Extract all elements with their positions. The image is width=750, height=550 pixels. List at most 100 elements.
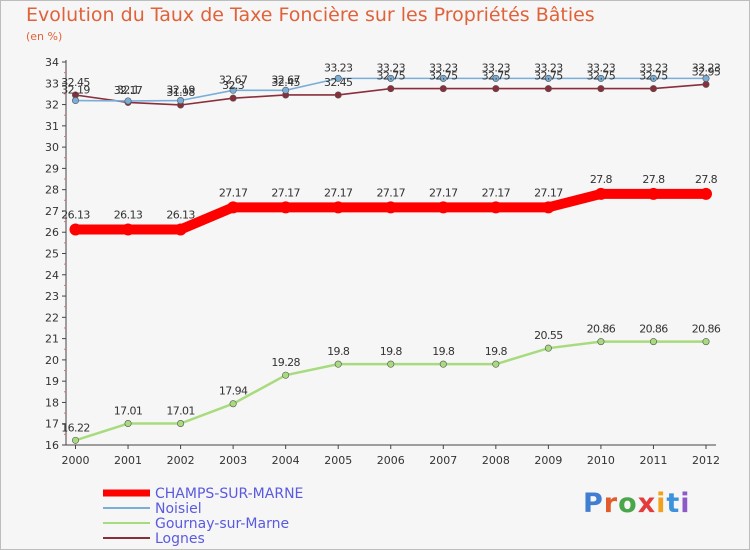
- data-label-champs-sur-marne: 27.17: [377, 186, 406, 199]
- y-tick-label: 20: [45, 354, 59, 367]
- data-label-gournay-sur-marne: 19.8: [432, 345, 455, 358]
- data-label-noisiel: 32.67: [219, 73, 248, 86]
- data-point-gournay-sur-marne: [492, 360, 500, 368]
- data-label-lognes: 32.75: [429, 70, 458, 83]
- data-point-gournay-sur-marne: [124, 420, 132, 428]
- data-label-champs-sur-marne: 27.17: [324, 186, 353, 199]
- x-tick-label: 2004: [272, 454, 300, 467]
- legend-label-champs-sur-marne: CHAMPS-SUR-MARNE: [155, 486, 303, 502]
- y-tick-label: 34: [45, 56, 59, 69]
- x-tick-label: 2002: [167, 454, 195, 467]
- data-label-champs-sur-marne: 26.13: [114, 208, 143, 221]
- logo-letter: x: [637, 488, 657, 519]
- y-tick-label: 19: [45, 375, 59, 388]
- data-point-lognes: [544, 85, 552, 93]
- data-label-gournay-sur-marne: 17.01: [166, 405, 195, 418]
- data-label-gournay-sur-marne: 20.86: [639, 323, 668, 336]
- data-point-champs-sur-marne: [332, 201, 345, 214]
- y-tick-label: 33: [45, 77, 59, 90]
- data-point-champs-sur-marne: [384, 201, 397, 214]
- data-label-lognes: 32.3: [222, 79, 245, 92]
- data-label-gournay-sur-marne: 16.22: [61, 421, 90, 434]
- x-tick-label: 2007: [429, 454, 457, 467]
- data-point-noisiel: [229, 86, 237, 94]
- data-point-noisiel: [282, 86, 290, 94]
- data-label-noisiel: 33.23: [429, 61, 458, 74]
- data-point-lognes: [492, 85, 500, 93]
- legend-label-gournay-sur-marne: Gournay-sur-Marne: [155, 516, 289, 532]
- proxiti-logo: Proxiti: [583, 488, 691, 519]
- data-point-lognes: [439, 85, 447, 93]
- data-point-gournay-sur-marne: [229, 400, 237, 408]
- data-label-champs-sur-marne: 27.17: [271, 186, 300, 199]
- data-point-gournay-sur-marne: [177, 420, 185, 428]
- data-point-champs-sur-marne: [700, 187, 712, 200]
- data-point-champs-sur-marne: [594, 187, 607, 200]
- y-tick-label: 31: [45, 120, 59, 133]
- data-label-lognes: 32.95: [692, 65, 721, 78]
- y-tick-label: 30: [45, 141, 59, 154]
- data-label-lognes: 32.75: [587, 70, 616, 83]
- data-label-lognes: 32.45: [324, 76, 353, 89]
- data-label-champs-sur-marne: 27.17: [534, 186, 563, 199]
- data-point-champs-sur-marne: [279, 201, 292, 214]
- data-label-lognes: 32.75: [482, 70, 511, 83]
- data-label-gournay-sur-marne: 17.01: [114, 405, 143, 418]
- data-label-champs-sur-marne: 26.13: [166, 208, 195, 221]
- data-label-gournay-sur-marne: 19.28: [271, 356, 300, 369]
- x-tick-label: 2006: [377, 454, 405, 467]
- data-label-noisiel: 33.23: [692, 61, 721, 74]
- legend-label-noisiel: Noisiel: [155, 501, 202, 517]
- data-label-gournay-sur-marne: 17.94: [219, 385, 248, 398]
- data-label-noisiel: 33.23: [324, 61, 353, 74]
- y-tick-label: 28: [45, 184, 59, 197]
- data-label-gournay-sur-marne: 19.8: [327, 345, 350, 358]
- data-point-noisiel: [597, 74, 605, 82]
- y-tick-label: 23: [45, 290, 59, 303]
- data-point-gournay-sur-marne: [282, 371, 290, 379]
- data-point-champs-sur-marne: [174, 223, 187, 236]
- data-point-noisiel: [334, 74, 342, 82]
- data-label-lognes: 32.45: [61, 76, 90, 89]
- y-tick-label: 29: [45, 162, 59, 175]
- data-label-lognes: 32.75: [377, 70, 406, 83]
- x-tick-label: 2011: [639, 454, 667, 467]
- data-point-lognes: [334, 91, 342, 99]
- data-point-champs-sur-marne: [542, 201, 555, 214]
- data-point-noisiel: [702, 74, 710, 82]
- data-point-noisiel: [649, 74, 657, 82]
- data-point-champs-sur-marne: [69, 223, 82, 236]
- data-label-champs-sur-marne: 27.17: [482, 186, 511, 199]
- data-point-gournay-sur-marne: [72, 436, 80, 444]
- data-labels: 16.22 17.01 17.01 17.94 19.28 19.8 19.8 19.8 19.…: [61, 61, 721, 434]
- data-label-champs-sur-marne: 26.13: [61, 208, 90, 221]
- x-tick-label: 2008: [482, 454, 510, 467]
- x-tick-label: 2010: [587, 454, 615, 467]
- data-label-gournay-sur-marne: 20.55: [534, 329, 563, 342]
- logo-letter: i: [680, 488, 691, 519]
- x-tick-label: 2000: [62, 454, 90, 467]
- legend-label-lognes: Lognes: [155, 531, 205, 547]
- data-point-lognes: [597, 85, 605, 93]
- data-label-champs-sur-marne: 27.8: [695, 173, 718, 186]
- data-label-gournay-sur-marne: 20.86: [692, 323, 721, 336]
- data-label-noisiel: 33.23: [639, 61, 668, 74]
- x-tick-label: 2001: [114, 454, 142, 467]
- data-point-gournay-sur-marne: [649, 338, 657, 346]
- y-axis-unit: (en %): [26, 30, 63, 43]
- x-tick-label: 2009: [534, 454, 562, 467]
- data-point-noisiel: [177, 97, 185, 105]
- data-point-gournay-sur-marne: [439, 360, 447, 368]
- data-label-noisiel: 33.23: [377, 61, 406, 74]
- data-point-gournay-sur-marne: [544, 344, 552, 352]
- x-tick-label: 2005: [324, 454, 352, 467]
- data-label-lognes: 32.45: [271, 76, 300, 89]
- logo-letter: i: [656, 488, 667, 519]
- y-tick-label: 22: [45, 311, 59, 324]
- logo-letter: P: [583, 488, 604, 519]
- data-point-gournay-sur-marne: [702, 338, 710, 346]
- y-tick-label: 27: [45, 205, 59, 218]
- data-label-gournay-sur-marne: 19.8: [380, 345, 403, 358]
- data-label-champs-sur-marne: 27.17: [429, 186, 458, 199]
